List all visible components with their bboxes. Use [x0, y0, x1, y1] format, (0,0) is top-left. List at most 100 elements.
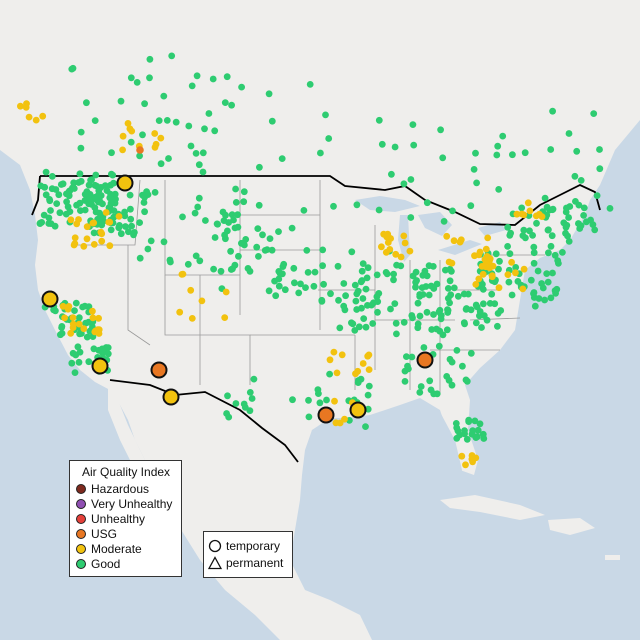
good-sensor-marker[interactable] [530, 290, 537, 297]
good-sensor-marker[interactable] [474, 426, 482, 434]
highlighted-sensor-marker[interactable] [91, 357, 109, 375]
moderate-sensor-marker[interactable] [157, 134, 165, 142]
good-sensor-marker[interactable] [412, 278, 419, 286]
good-sensor-marker[interactable] [304, 269, 312, 276]
moderate-sensor-marker[interactable] [221, 314, 229, 321]
moderate-sensor-marker[interactable] [364, 352, 372, 360]
good-sensor-marker[interactable] [319, 262, 326, 270]
good-sensor-marker[interactable] [392, 319, 400, 327]
good-sensor-marker[interactable] [126, 205, 134, 213]
good-sensor-marker[interactable] [58, 324, 65, 331]
highlighted-sensor-marker[interactable] [162, 388, 180, 406]
moderate-sensor-marker[interactable] [482, 245, 490, 253]
good-sensor-marker[interactable] [580, 212, 587, 219]
good-sensor-marker[interactable] [232, 185, 240, 193]
good-sensor-marker[interactable] [408, 312, 416, 319]
good-sensor-marker[interactable] [315, 390, 322, 397]
good-sensor-marker[interactable] [391, 300, 399, 307]
good-sensor-marker[interactable] [108, 149, 115, 157]
good-sensor-marker[interactable] [318, 296, 326, 304]
good-sensor-marker[interactable] [358, 277, 366, 284]
good-sensor-marker[interactable] [71, 307, 78, 314]
good-sensor-marker[interactable] [106, 194, 114, 202]
moderate-sensor-marker[interactable] [89, 314, 97, 322]
good-sensor-marker[interactable] [85, 200, 93, 208]
moderate-sensor-marker[interactable] [508, 258, 515, 266]
good-sensor-marker[interactable] [358, 267, 366, 275]
good-sensor-marker[interactable] [290, 264, 298, 272]
good-sensor-marker[interactable] [240, 188, 248, 196]
moderate-sensor-marker[interactable] [365, 366, 373, 373]
good-sensor-marker[interactable] [541, 194, 549, 202]
good-sensor-marker[interactable] [572, 198, 579, 205]
good-sensor-marker[interactable] [428, 326, 436, 333]
good-sensor-marker[interactable] [552, 289, 559, 297]
good-sensor-marker[interactable] [364, 391, 372, 399]
good-sensor-marker[interactable] [104, 350, 112, 358]
moderate-sensor-marker[interactable] [397, 253, 405, 261]
good-sensor-marker[interactable] [527, 276, 535, 284]
good-sensor-marker[interactable] [240, 400, 248, 408]
good-sensor-marker[interactable] [300, 207, 308, 214]
good-sensor-marker[interactable] [74, 343, 82, 351]
good-sensor-marker[interactable] [453, 347, 461, 354]
good-sensor-marker[interactable] [410, 141, 418, 149]
good-sensor-marker[interactable] [151, 189, 159, 196]
good-sensor-marker[interactable] [465, 418, 473, 425]
good-sensor-marker[interactable] [360, 315, 368, 322]
good-sensor-marker[interactable] [508, 291, 516, 299]
good-sensor-marker[interactable] [83, 99, 90, 107]
good-sensor-marker[interactable] [202, 217, 209, 224]
good-sensor-marker[interactable] [549, 269, 556, 277]
good-sensor-marker[interactable] [85, 358, 93, 366]
good-sensor-marker[interactable] [436, 306, 444, 314]
good-sensor-marker[interactable] [239, 240, 247, 247]
good-sensor-marker[interactable] [48, 173, 56, 180]
good-sensor-marker[interactable] [446, 299, 453, 307]
good-sensor-marker[interactable] [238, 83, 246, 91]
moderate-sensor-marker[interactable] [462, 461, 469, 469]
good-sensor-marker[interactable] [232, 199, 240, 206]
good-sensor-marker[interactable] [201, 125, 208, 133]
highlighted-sensor-marker[interactable] [150, 361, 168, 379]
good-sensor-marker[interactable] [92, 171, 100, 179]
good-sensor-marker[interactable] [590, 110, 598, 117]
good-sensor-marker[interactable] [494, 142, 502, 150]
moderate-sensor-marker[interactable] [526, 207, 534, 215]
good-sensor-marker[interactable] [565, 238, 573, 245]
good-sensor-marker[interactable] [476, 420, 484, 428]
good-sensor-marker[interactable] [407, 176, 415, 183]
moderate-sensor-marker[interactable] [384, 239, 392, 246]
good-sensor-marker[interactable] [210, 265, 218, 273]
good-sensor-marker[interactable] [86, 191, 94, 198]
good-sensor-marker[interactable] [506, 250, 514, 258]
moderate-sensor-marker[interactable] [61, 314, 68, 322]
moderate-sensor-marker[interactable] [326, 356, 334, 364]
good-sensor-marker[interactable] [435, 342, 443, 350]
good-sensor-marker[interactable] [483, 316, 491, 324]
highlighted-sensor-marker[interactable] [41, 290, 59, 308]
moderate-sensor-marker[interactable] [69, 314, 77, 321]
moderate-sensor-marker[interactable] [90, 241, 98, 248]
good-sensor-marker[interactable] [144, 191, 152, 199]
good-sensor-marker[interactable] [468, 430, 476, 438]
good-sensor-marker[interactable] [71, 369, 79, 376]
moderate-sensor-marker[interactable] [520, 265, 528, 273]
moderate-sensor-marker[interactable] [472, 281, 480, 288]
good-sensor-marker[interactable] [543, 203, 551, 211]
good-sensor-marker[interactable] [409, 121, 417, 128]
good-sensor-marker[interactable] [429, 263, 437, 270]
good-sensor-marker[interactable] [46, 196, 53, 203]
good-sensor-marker[interactable] [519, 232, 527, 240]
good-sensor-marker[interactable] [547, 242, 555, 250]
good-sensor-marker[interactable] [38, 219, 46, 226]
good-sensor-marker[interactable] [445, 376, 453, 384]
moderate-sensor-marker[interactable] [69, 320, 77, 328]
good-sensor-marker[interactable] [209, 75, 217, 83]
moderate-sensor-marker[interactable] [151, 130, 159, 137]
good-sensor-marker[interactable] [357, 375, 365, 383]
good-sensor-marker[interactable] [68, 65, 76, 73]
good-sensor-marker[interactable] [205, 110, 213, 117]
good-sensor-marker[interactable] [447, 291, 455, 299]
good-sensor-marker[interactable] [57, 331, 64, 339]
